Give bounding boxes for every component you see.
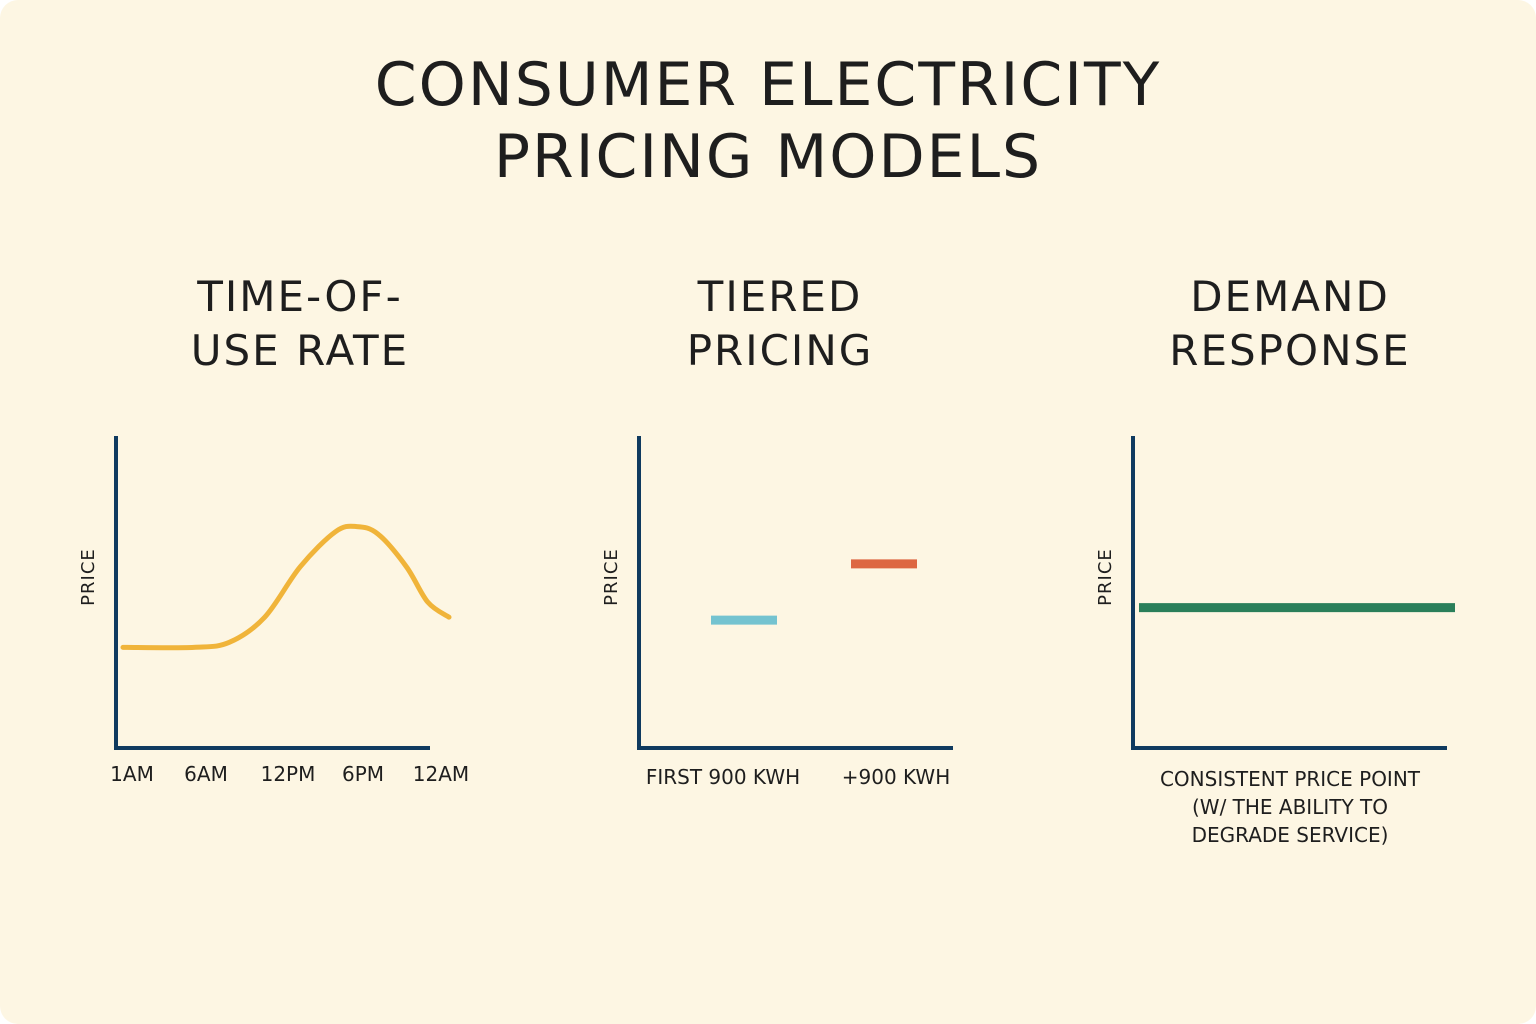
tiered-chart: PRICE FIRST 900 KWH +900 KWH — [601, 436, 953, 789]
tiered-x-tick-label: FIRST 900 KWH — [646, 765, 800, 789]
tou-y-label: PRICE — [78, 548, 99, 606]
tou-title-line-1: TIME-OF- — [197, 272, 403, 321]
demand-x-label-line: CONSISTENT PRICE POINT — [1160, 767, 1421, 791]
main-title-line-1: CONSUMER ELECTRICITY — [374, 50, 1162, 120]
demand-x-label-line: (W/ THE ABILITY TO — [1192, 795, 1388, 819]
tiered-title-line-2: PRICING — [686, 326, 874, 375]
tiered-y-label: PRICE — [601, 548, 622, 606]
tou-x-tick-label: 6PM — [342, 762, 384, 786]
demand-title-line-2: RESPONSE — [1169, 326, 1411, 375]
tiered-x-tick-label: +900 KWH — [842, 765, 951, 789]
tou-price-curve — [120, 523, 452, 651]
demand-chart: PRICE CONSISTENT PRICE POINT (W/ THE ABIL… — [1095, 436, 1455, 847]
tiered-title-line-1: TIERED — [697, 272, 863, 321]
tou-title-line-2: USE RATE — [190, 326, 410, 375]
tou-chart: PRICE 1AM 6AM 12PM 6PM 12AM — [78, 436, 469, 786]
tou-x-tick-label: 6AM — [184, 762, 228, 786]
main-title-line-2: PRICING MODELS — [493, 122, 1043, 192]
tou-x-tick-label: 12AM — [413, 762, 469, 786]
demand-x-label-line: DEGRADE SERVICE) — [1192, 823, 1389, 847]
tou-x-tick-label: 1AM — [110, 762, 154, 786]
demand-y-label: PRICE — [1095, 548, 1116, 606]
tou-x-tick-label: 12PM — [261, 762, 316, 786]
demand-title-line-1: DEMAND — [1190, 272, 1390, 321]
